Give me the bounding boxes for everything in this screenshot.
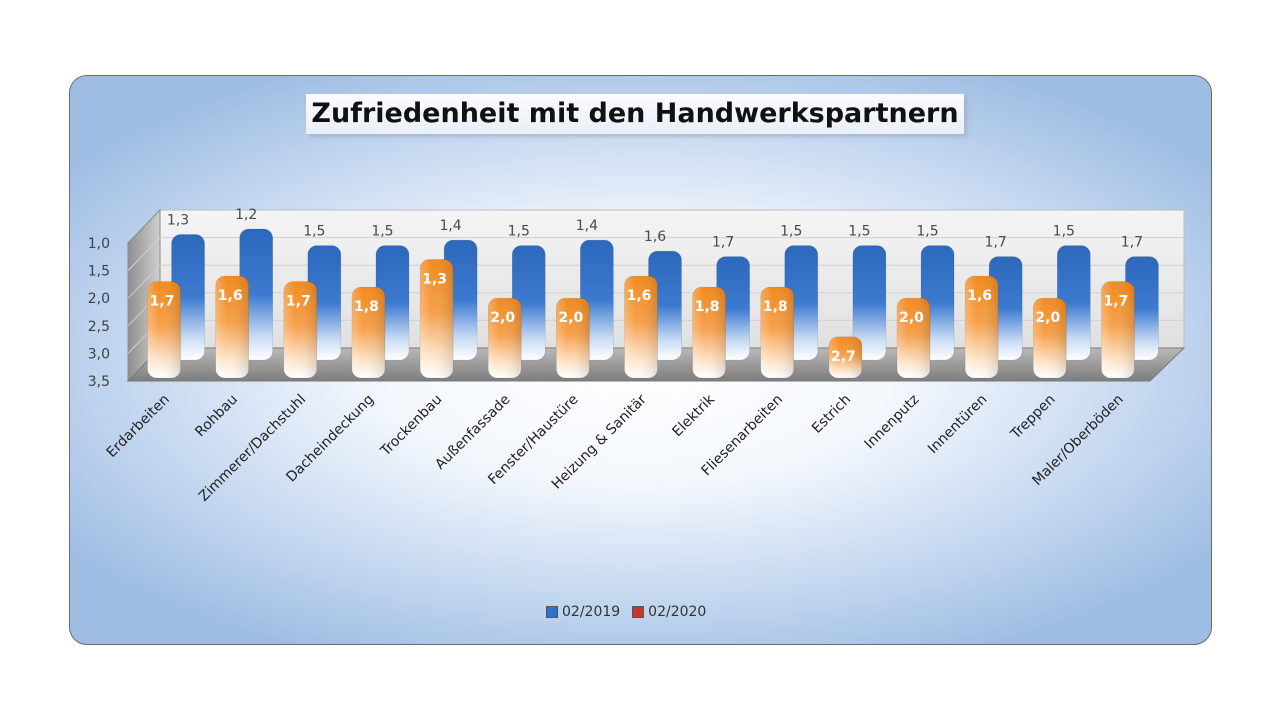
data-label-2019: 2,7 <box>831 349 856 365</box>
data-label-2020: 1,5 <box>371 224 393 240</box>
y-tick-label: 1,5 <box>88 264 110 280</box>
legend-entry-2020: 02/2020 <box>632 604 706 620</box>
chart-title: Zufriedenheit mit den Handwerkspartnern <box>306 94 964 134</box>
x-tick-label: Treppen <box>1007 392 1058 443</box>
x-tick-label: Estrich <box>809 392 854 437</box>
bar-2019 <box>624 275 658 379</box>
bar-2019 <box>351 286 386 379</box>
legend-label-2020: 02/2020 <box>648 604 707 620</box>
data-label-2020: 1,5 <box>1053 224 1075 240</box>
data-label-2019: 1,6 <box>967 288 992 304</box>
y-tick-label: 1,0 <box>88 236 110 252</box>
bar-2019 <box>1101 281 1135 379</box>
data-label-2019: 2,0 <box>899 310 924 326</box>
bar-2019 <box>692 286 726 379</box>
bar-2019 <box>1033 297 1067 379</box>
y-tick-label: 2,5 <box>88 319 110 335</box>
data-label-2019: 2,0 <box>558 310 583 326</box>
bar-2019 <box>487 297 522 379</box>
data-label-2019: 1,3 <box>422 272 447 288</box>
bar-2019 <box>964 275 999 379</box>
data-label-2020: 1,7 <box>985 235 1007 251</box>
data-label-2020: 1,5 <box>916 224 938 240</box>
x-tick-label: Innentüren <box>925 392 991 458</box>
data-label-2020: 1,2 <box>235 207 257 223</box>
bar-2020 <box>852 245 887 361</box>
legend-entry-2019: 02/2019 <box>546 604 620 620</box>
bar-2019 <box>215 275 249 379</box>
bar-2019 <box>283 281 318 379</box>
bar-2019 <box>828 336 863 379</box>
data-label-2019: 1,8 <box>695 299 720 315</box>
x-tick-label: Rohbau <box>192 392 241 441</box>
data-label-2020: 1,6 <box>644 229 666 245</box>
data-label-2019: 1,8 <box>763 299 788 315</box>
x-tick-label: Erdarbeiten <box>104 392 173 461</box>
data-label-2020: 1,3 <box>167 213 189 229</box>
x-tick-label: Innenputz <box>862 392 923 453</box>
data-label-2019: 1,6 <box>218 288 243 304</box>
data-label-2019: 1,8 <box>354 299 379 315</box>
data-label-2020: 1,5 <box>780 224 802 240</box>
y-tick-label: 2,0 <box>88 291 110 307</box>
bar-2019 <box>556 297 590 379</box>
legend-swatch-2019 <box>546 606 558 618</box>
data-label-2020: 1,5 <box>508 224 530 240</box>
chart-legend: 02/2019 02/2020 <box>546 602 706 622</box>
data-label-2019: 1,7 <box>286 294 311 310</box>
data-label-2019: 1,6 <box>627 288 652 304</box>
legend-swatch-2020 <box>632 606 645 618</box>
data-label-2020: 1,7 <box>712 235 734 251</box>
data-label-2020: 1,4 <box>576 218 598 234</box>
legend-label-2019: 02/2019 <box>562 604 621 620</box>
gridline <box>127 264 1184 299</box>
x-tick-label: Elektrik <box>669 391 718 440</box>
bar-2019 <box>896 297 931 379</box>
data-label-2019: 2,0 <box>490 310 515 326</box>
bar-2019 <box>419 259 454 379</box>
data-label-2020: 1,4 <box>439 218 461 234</box>
y-tick-label: 3,5 <box>88 374 110 390</box>
data-label-2020: 1,7 <box>1121 235 1143 251</box>
data-label-2019: 1,7 <box>1104 294 1129 310</box>
gridline <box>127 237 1184 271</box>
data-label-2020: 1,5 <box>303 224 325 240</box>
x-tick-label: Trockenbau <box>377 392 445 460</box>
bar-2019 <box>760 286 795 379</box>
data-label-2020: 1,5 <box>848 224 870 240</box>
data-label-2019: 2,0 <box>1035 310 1060 326</box>
bar-2019 <box>147 281 181 379</box>
y-tick-label: 3,0 <box>88 346 110 362</box>
data-label-2019: 1,7 <box>150 294 175 310</box>
